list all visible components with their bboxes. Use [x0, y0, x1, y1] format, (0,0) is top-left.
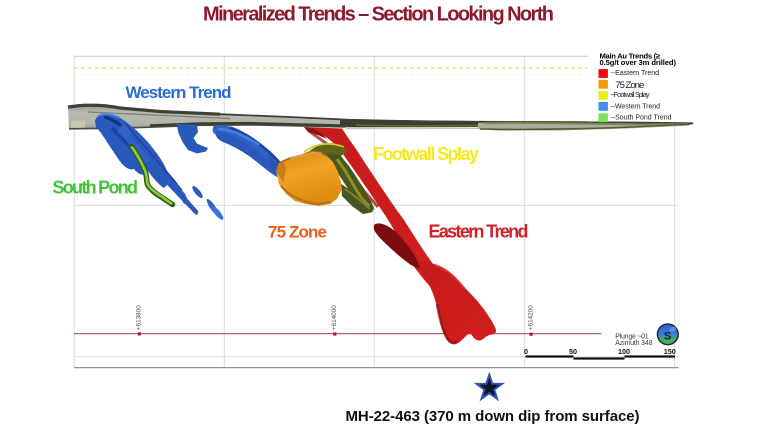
svg-text:--Eastern Trend: --Eastern Trend — [611, 70, 660, 77]
svg-text:South Pond: South Pond — [53, 178, 139, 198]
svg-text:150: 150 — [664, 347, 676, 356]
svg-text:0.5g/t over 3m drilled): 0.5g/t over 3m drilled) — [600, 58, 677, 67]
svg-text:S: S — [664, 330, 671, 342]
svg-text:MH-22-463 (370 m down dip fro: MH-22-463 (370 m down dip from surface) — [346, 408, 640, 425]
svg-text:+614000: +614000 — [331, 305, 338, 330]
svg-text:50: 50 — [569, 347, 577, 356]
svg-text:Western Trend: Western Trend — [126, 83, 232, 102]
svg-text:Plunge ~01: Plunge ~01 — [615, 334, 648, 341]
svg-text:75 Zone: 75 Zone — [268, 222, 327, 241]
svg-text:100: 100 — [618, 347, 630, 356]
svg-text:Azimuth 348: Azimuth 348 — [615, 340, 652, 347]
svg-text:+613800: +613800 — [136, 305, 143, 330]
svg-text:--Footwall Splay: --Footwall Splay — [611, 92, 651, 99]
svg-text:Eastern Trend: Eastern Trend — [429, 222, 529, 242]
svg-text:--South Pond Trend: --South Pond Trend — [611, 115, 672, 122]
svg-text:--Western Trend: --Western Trend — [611, 104, 661, 111]
svg-text:0: 0 — [524, 347, 528, 356]
svg-text:Main Au Trends (≥: Main Au Trends (≥ — [600, 52, 661, 61]
svg-text:+614200: +614200 — [527, 305, 534, 330]
svg-text:Mineralized Trends – Section L: Mineralized Trends – Section Looking Nor… — [203, 4, 554, 26]
svg-text:75 Zone: 75 Zone — [615, 80, 644, 91]
svg-text:Footwall Splay: Footwall Splay — [373, 144, 479, 164]
